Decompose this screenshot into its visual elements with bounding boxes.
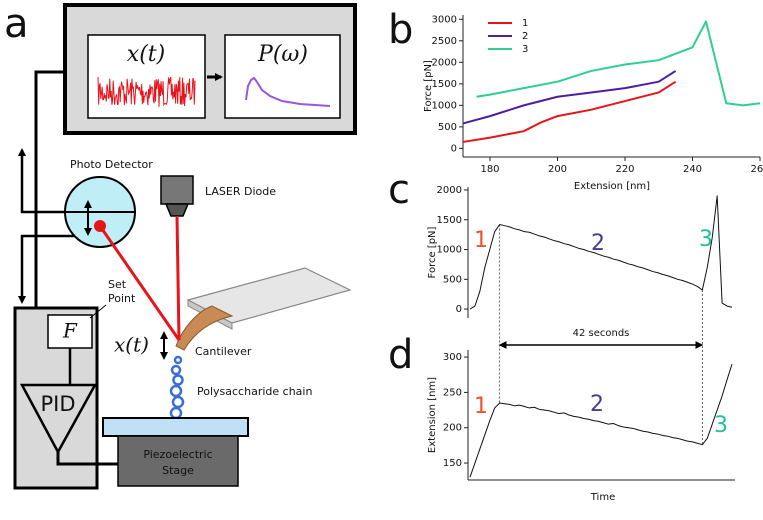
spectrum-trace xyxy=(245,76,331,107)
x-tick-label: 200 xyxy=(548,164,567,175)
x-tick-label: 240 xyxy=(683,164,702,175)
wire xyxy=(56,452,118,466)
y-tick-label: 2500 xyxy=(432,36,457,47)
y-tick-label: 3000 xyxy=(432,14,457,25)
laser-beam xyxy=(98,225,181,341)
deflection-label: x(t) xyxy=(114,333,149,357)
legend-label: 1 xyxy=(522,18,528,29)
y-tick-label: 500 xyxy=(438,122,457,133)
legend-label: 3 xyxy=(522,44,528,55)
wire xyxy=(18,234,78,304)
y-tick-label: 300 xyxy=(443,352,462,363)
y-axis-label: Force [pN] xyxy=(423,60,434,112)
piezo-stage xyxy=(117,435,239,487)
y-tick-label: 0 xyxy=(451,143,457,154)
pid-amplifier xyxy=(19,383,98,455)
panel-label: a xyxy=(4,1,29,47)
laser-diode xyxy=(160,175,194,205)
y-tick-label: 1000 xyxy=(432,100,457,111)
x-axis-label: Time xyxy=(590,492,615,503)
legend-label: 2 xyxy=(522,31,528,42)
set-point-label: Set xyxy=(108,278,127,291)
set-point-symbol: F xyxy=(62,319,78,343)
annotation: 3 xyxy=(714,413,728,438)
cantilever xyxy=(175,305,234,351)
chain-bead xyxy=(172,374,184,386)
annotation: 2 xyxy=(590,392,604,417)
x-axis-label: Extension [nm] xyxy=(574,181,650,192)
interval-label: 42 seconds xyxy=(573,328,630,339)
noise-trace xyxy=(97,76,196,107)
chain-bead xyxy=(171,395,185,409)
chain-bead xyxy=(169,384,183,398)
set-point-label: Point xyxy=(108,292,136,305)
detector-label: Photo Detector xyxy=(70,158,153,171)
y-tick-label: 250 xyxy=(443,387,462,398)
chain-bead xyxy=(173,355,183,365)
x-tick-label: 180 xyxy=(480,164,499,175)
data-line xyxy=(469,195,733,310)
sample-plate xyxy=(102,417,249,437)
signal-box xyxy=(87,34,206,119)
panel-label: d xyxy=(388,332,413,378)
data-line xyxy=(469,363,733,478)
chain-bead xyxy=(169,406,183,420)
y-tick-label: 150 xyxy=(443,458,462,469)
signal-label: x(t) xyxy=(127,42,165,67)
annotation: 1 xyxy=(474,394,488,419)
laser-label: LASER Diode xyxy=(205,185,276,198)
laser-spot xyxy=(94,220,106,232)
pid-label: PID xyxy=(40,392,75,416)
y-tick-label: 0 xyxy=(456,304,462,315)
panel-label: b xyxy=(388,7,413,53)
stage-label: Stage xyxy=(162,464,194,477)
x-tick-label: 260 xyxy=(750,164,763,175)
y-axis-label: Extension [nm] xyxy=(427,377,438,453)
annotation: 2 xyxy=(591,231,605,256)
y-tick-label: 1500 xyxy=(432,79,457,90)
y-tick-label: 2000 xyxy=(437,185,462,196)
data-line xyxy=(462,70,677,125)
y-axis-label: Force [pN] xyxy=(427,226,438,278)
y-tick-label: 2000 xyxy=(432,57,457,68)
chain-bead xyxy=(170,364,182,376)
stage-label: Piezoelectric xyxy=(143,448,212,461)
wire xyxy=(34,70,65,385)
y-tick-label: 200 xyxy=(443,423,462,434)
y-tick-label: 1000 xyxy=(437,245,462,256)
y-tick-label: 500 xyxy=(443,274,462,285)
chain-label: Polysaccharide chain xyxy=(197,385,312,398)
x-tick-label: 220 xyxy=(615,164,634,175)
charts: b050010001500200025003000180200220240260… xyxy=(388,7,763,503)
polysaccharide-chain xyxy=(169,355,185,420)
annotation: 1 xyxy=(474,228,488,253)
data-line xyxy=(462,80,677,143)
wire xyxy=(18,148,65,214)
laser-beam xyxy=(175,215,181,341)
spectrum-box xyxy=(224,34,341,119)
annotation: 3 xyxy=(699,227,713,252)
spectrum-label: P(ω) xyxy=(257,42,308,67)
leader-line xyxy=(89,304,107,319)
laser-nozzle xyxy=(164,203,190,217)
y-tick-label: 1500 xyxy=(437,215,462,226)
data-line xyxy=(476,20,761,107)
diagram: a x(t) P(ω) Photo Detector LASER Diode C… xyxy=(4,1,357,490)
cantilever-label: Cantilever xyxy=(195,345,252,358)
panel-label: c xyxy=(388,167,410,213)
